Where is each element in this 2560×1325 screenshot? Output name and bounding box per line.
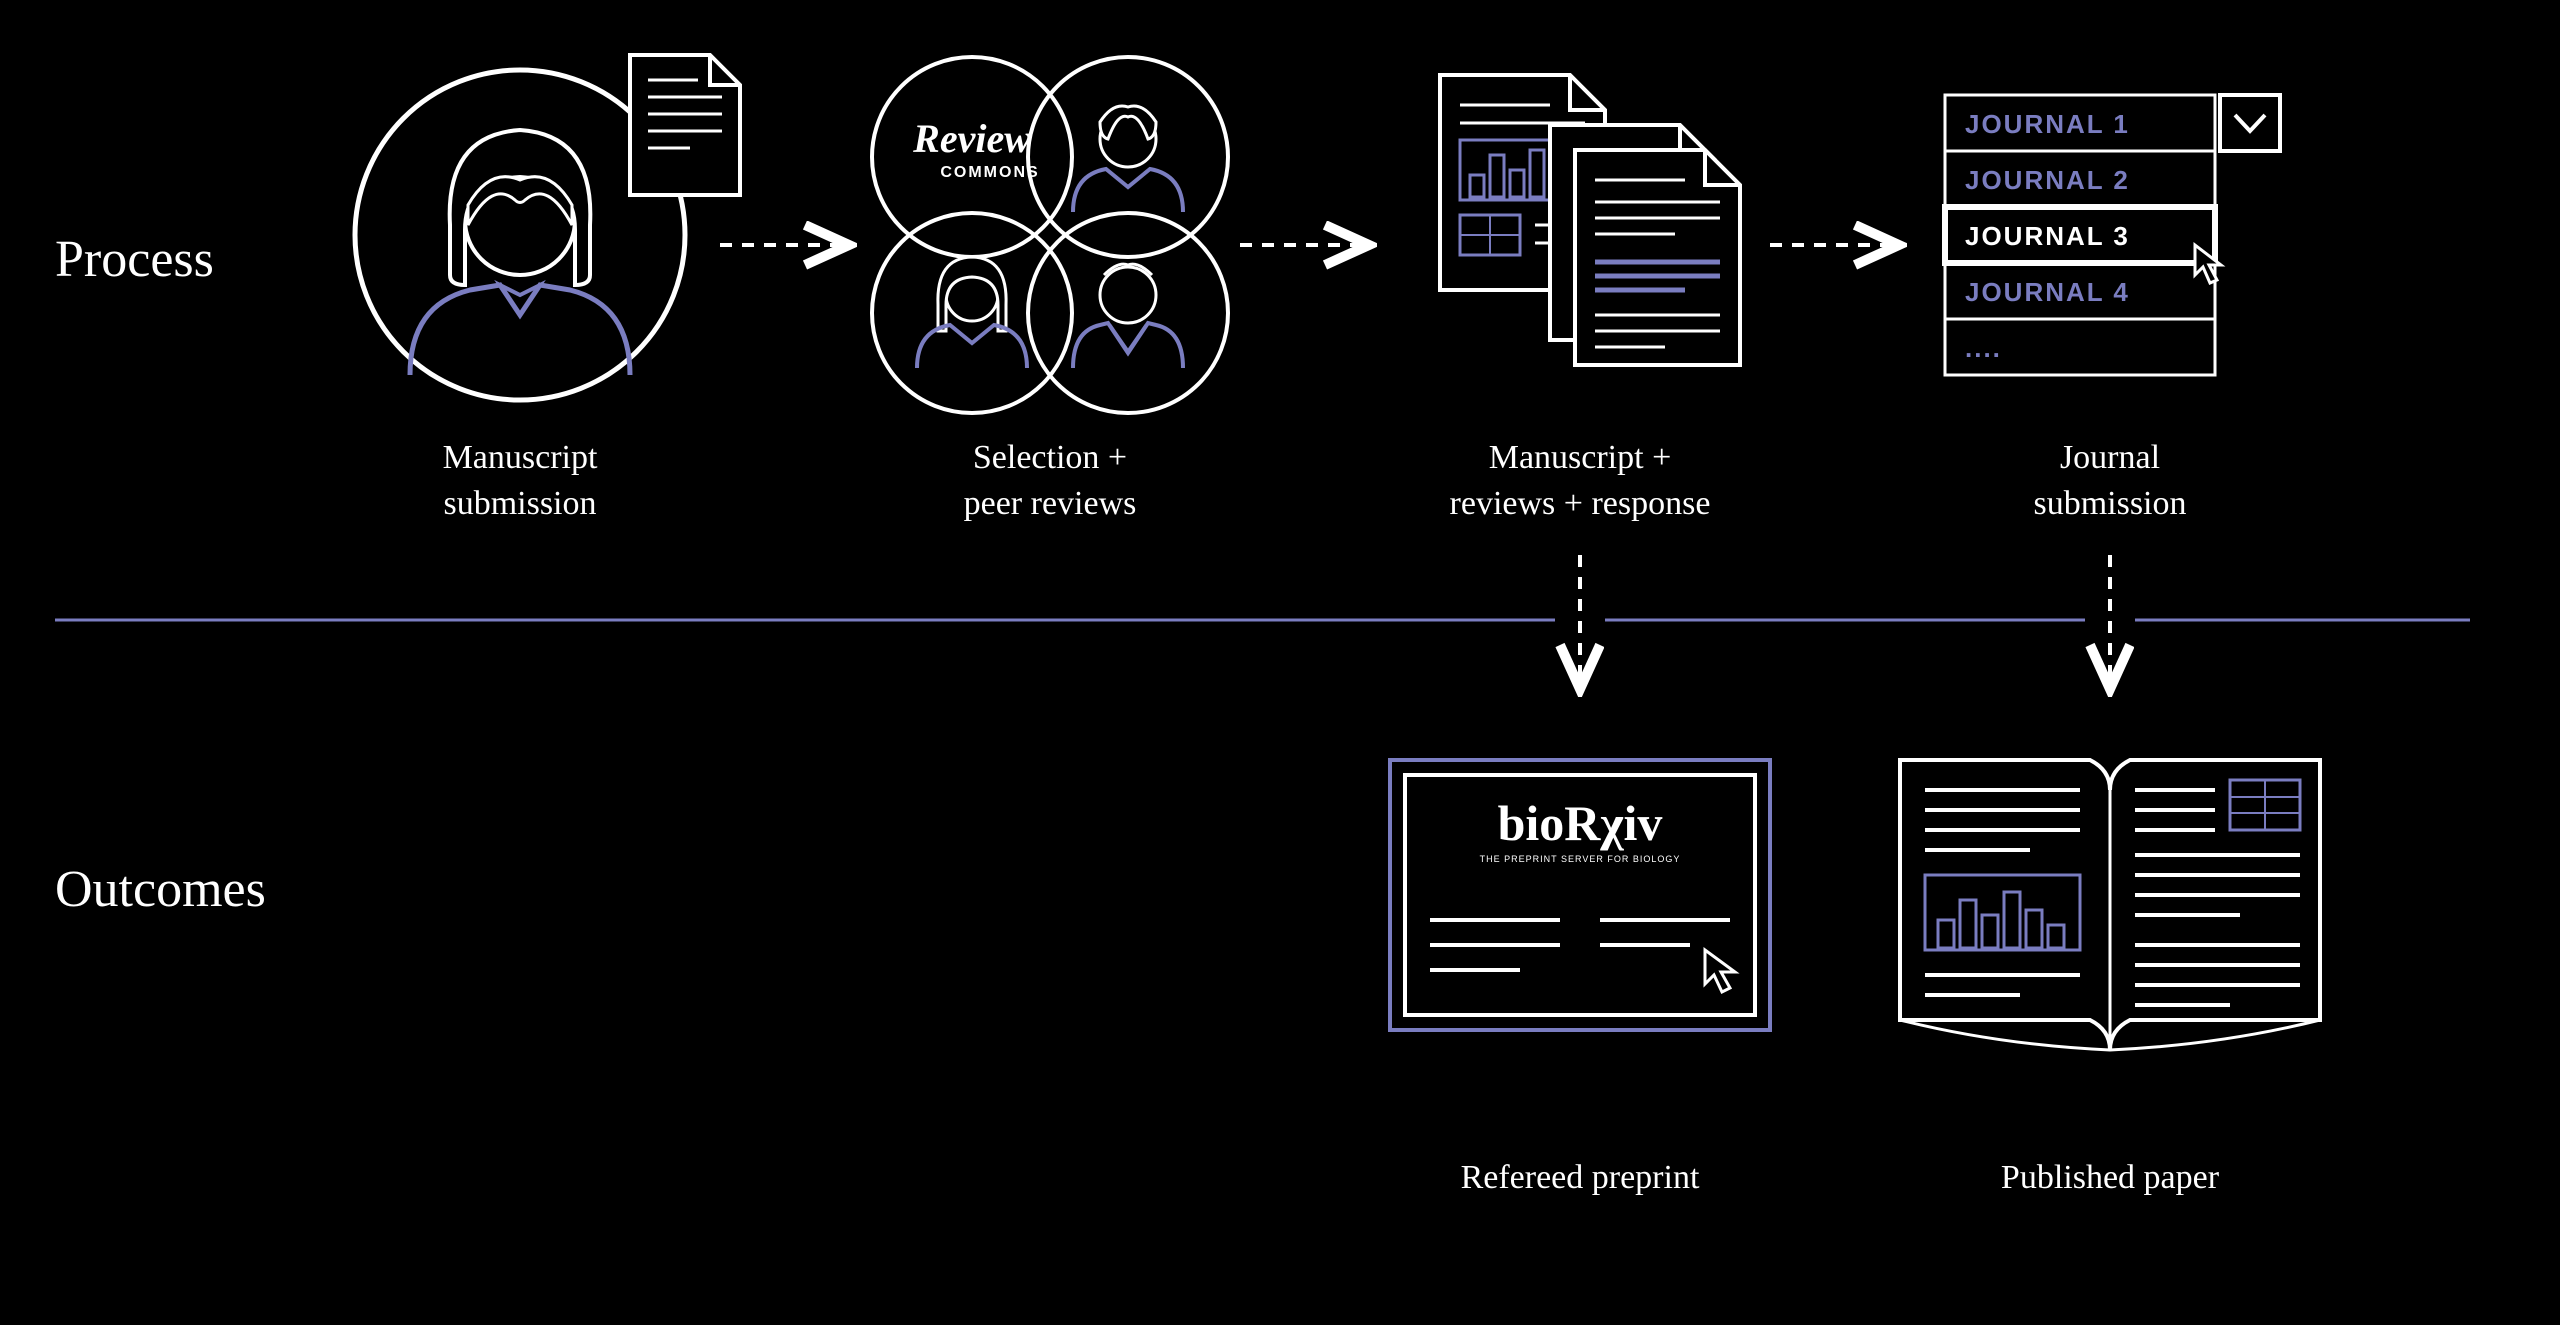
journal-row[interactable] [1945,207,2215,263]
reviewer-br [1073,264,1183,368]
process-heading: Process [55,230,214,289]
journal-row[interactable] [1945,151,2215,207]
reviewer-bl [917,257,1027,368]
outcomes-heading: Outcomes [55,860,266,919]
author-icon [410,130,630,375]
review-commons-logo: Review COMMONS [912,116,1040,181]
journal-row[interactable] [1945,319,2215,375]
cursor-icon-2 [1705,950,1735,992]
step4-icon: JOURNAL 1 JOURNAL 2 JOURNAL 3 JOURNAL 4.... [1945,95,2280,375]
journal-row-label: JOURNAL 4 [1965,277,2130,307]
outcome2-label: Published paper [1950,1155,2270,1201]
outcome1-label: Refereed preprint [1400,1155,1760,1201]
journal-row-label: JOURNAL 3 [1965,221,2130,251]
biorxiv-tagline: THE PREPRINT SERVER FOR BIOLOGY [1480,854,1681,864]
step1-icon [355,55,740,400]
journal-row[interactable] [1945,263,2215,319]
review-text: Review [912,116,1031,161]
step2-icon: Review COMMONS [872,57,1228,413]
vert-arrows [1580,555,2110,685]
commons-text: COMMONS [940,164,1039,181]
step2-label: Selection + peer reviews [890,435,1210,527]
diagram-svg: Review COMMONS [0,0,2560,1325]
journal-row-label: JOURNAL 1 [1965,109,2130,139]
journal-row-label: .... [1965,333,2002,363]
document-icon [630,55,740,195]
biorxiv-logo: bioRχiv [1498,795,1663,851]
outcome1-icon: bioRχiv THE PREPRINT SERVER FOR BIOLOGY [1390,760,1770,1030]
outcome2-icon [1900,760,2320,1050]
journal-row-label: JOURNAL 2 [1965,165,2130,195]
cursor-icon [2195,245,2221,283]
reviewer-tr [1073,106,1183,212]
step3-label: Manuscript + reviews + response [1400,435,1760,527]
step1-label: Manuscript submission [360,435,680,527]
step3-icon [1440,75,1740,365]
journal-row[interactable] [1945,95,2215,151]
step4-label: Journal submission [1950,435,2270,527]
